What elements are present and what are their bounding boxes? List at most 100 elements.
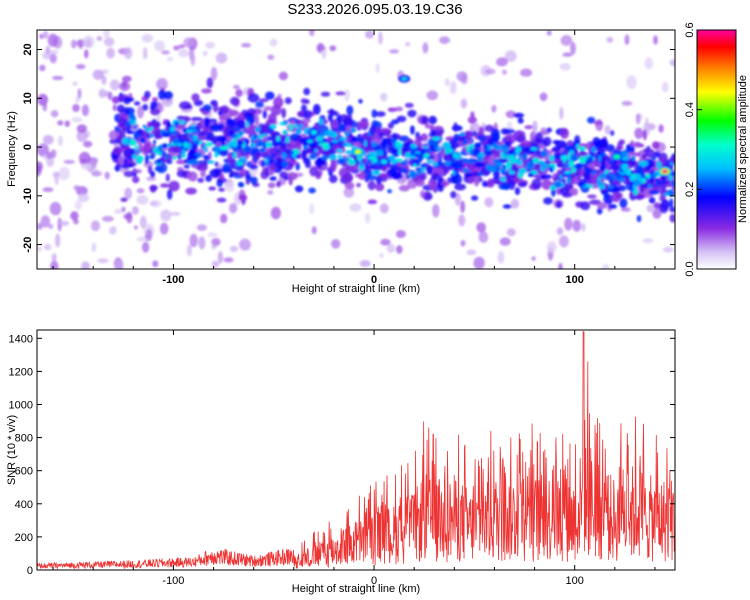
spectrogram-cell — [112, 104, 117, 112]
spectrogram-cell — [238, 168, 248, 177]
spectrogram-cell — [285, 136, 290, 144]
spectrogram-cell — [279, 122, 287, 126]
spectrogram-cell — [149, 153, 155, 160]
spectrogram-cell — [502, 69, 507, 75]
snr-y-label: SNR (10 * v/v) — [6, 415, 18, 485]
spectrogram-cell — [614, 155, 619, 159]
spectrogram-cell — [379, 253, 384, 258]
spectrogram-cell — [607, 187, 614, 193]
spectrogram-cell — [132, 206, 139, 215]
spectrogram-cell — [378, 31, 383, 45]
spectrogram-cell — [609, 160, 614, 165]
spectrogram-cell — [72, 81, 78, 87]
spectrogram-cell — [191, 93, 200, 102]
spectrogram-cell — [78, 193, 90, 203]
spectrogram-cell — [415, 153, 420, 157]
spectrogram-cell — [187, 171, 198, 182]
spectrogram-cell — [490, 128, 500, 139]
spectrogram-cell — [581, 223, 586, 232]
spectrogram-cell — [371, 109, 378, 118]
spectrogram-cell — [237, 181, 243, 188]
spectrogram-cell — [367, 131, 372, 137]
spectrogram-cell — [344, 130, 350, 137]
spectrogram-cell — [249, 164, 258, 170]
spectrogram-cell — [410, 149, 414, 156]
spectrogram-cell — [205, 174, 213, 182]
spectrogram-cell — [224, 182, 235, 193]
spectrogram-cell — [209, 168, 222, 178]
spectrogram-cell — [278, 71, 288, 81]
spectrogram-cell — [84, 49, 89, 59]
snr-x-label: Height of straight line (km) — [292, 583, 420, 595]
spectrogram-cell — [133, 169, 142, 174]
spectrogram-cell — [604, 125, 611, 135]
spectrogram-cell — [188, 142, 192, 149]
spectrogram-cell — [671, 180, 675, 188]
spectrogram-cell — [328, 171, 333, 176]
spectrogram-cell — [462, 139, 469, 145]
spectrogram-cell — [346, 143, 351, 148]
spectrogram-x-tick-label: -100 — [162, 274, 184, 286]
spectrogram-cell — [49, 49, 59, 55]
spectrogram-cell — [202, 155, 210, 159]
spectrogram-cell — [49, 53, 57, 64]
spectrogram-cell — [478, 126, 485, 137]
spectrogram-cell — [421, 166, 426, 173]
spectrogram-cell — [420, 190, 425, 198]
spectrogram-cell — [136, 105, 145, 119]
spectrogram-cell — [404, 158, 408, 163]
spectrogram-cell — [337, 158, 346, 165]
spectrogram-cell — [613, 187, 620, 194]
spectrogram-cell — [395, 158, 404, 162]
spectrogram-cell — [178, 44, 186, 49]
spectrogram-cell — [229, 203, 238, 214]
spectrogram-cell — [365, 174, 377, 181]
spectrogram-cell — [258, 98, 269, 103]
spectrogram-cell — [540, 174, 553, 180]
spectrogram-cell — [430, 144, 434, 149]
spectrogram-cell — [669, 162, 674, 166]
spectrogram-cell — [572, 219, 582, 232]
spectrogram-cell — [120, 197, 128, 202]
colorbar: 0.0 0.2 0.4 0.6 Normalized spectral amplitu… — [684, 22, 749, 276]
spectrogram-cell — [518, 167, 527, 175]
spectrogram-cell — [81, 261, 90, 269]
spectrogram-cell — [517, 172, 524, 179]
spectrogram-cell — [265, 119, 271, 128]
spectrogram-cell — [463, 130, 474, 139]
spectrogram-cell — [498, 168, 507, 172]
spectrogram-cell — [260, 160, 266, 168]
spectrogram-cell — [634, 194, 646, 199]
spectrogram-cell — [524, 125, 534, 130]
spectrogram-cell — [531, 256, 536, 261]
spectrogram-cell — [277, 93, 282, 98]
spectrogram-cell — [543, 197, 553, 205]
spectrogram-cell — [506, 228, 516, 237]
spectrogram-cell — [139, 215, 147, 229]
spectrogram-cell — [228, 141, 237, 147]
snr-x-tick-label: -100 — [162, 575, 184, 587]
spectrogram-cell — [168, 180, 180, 192]
spectrogram-cell — [486, 150, 492, 157]
spectrogram-cell — [555, 140, 567, 149]
spectrogram-cell — [142, 104, 149, 111]
spectrogram-cell — [255, 101, 264, 108]
spectrogram-cell — [123, 170, 135, 178]
spectrogram-cell — [144, 126, 149, 131]
spectrogram-cell — [71, 39, 77, 49]
spectrogram-cell — [132, 125, 138, 130]
spectrogram-cell — [298, 123, 304, 129]
spectrogram-cell — [259, 147, 265, 153]
spectrogram-cell — [428, 124, 435, 130]
spectrogram-cell — [114, 164, 121, 172]
spectrogram-cell — [476, 222, 487, 233]
spectrogram-cell — [395, 106, 403, 112]
spectrogram-cell — [133, 134, 141, 138]
spectrogram-cell — [555, 200, 562, 209]
spectrogram-cell — [265, 147, 277, 155]
spectrogram-cell — [323, 119, 328, 125]
spectrogram-cell — [317, 156, 322, 163]
spectrogram-cell — [239, 238, 251, 251]
spectrogram-cell — [331, 132, 338, 139]
